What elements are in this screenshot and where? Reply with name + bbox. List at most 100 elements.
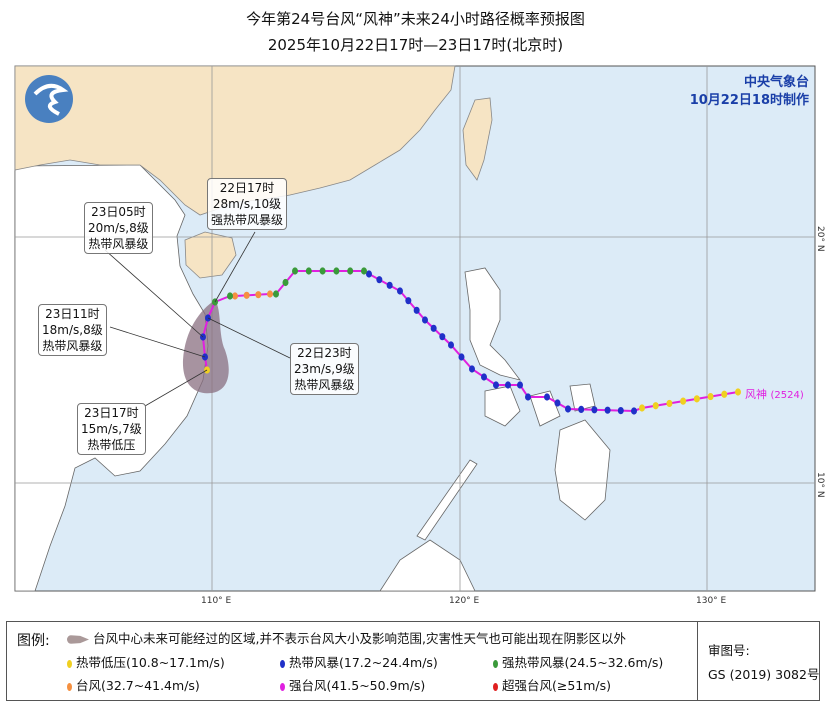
land-palawan [416, 459, 478, 541]
track-point-sts [227, 292, 233, 300]
land-luzon [464, 267, 521, 381]
track-point-td [707, 392, 714, 401]
callout-wind: 18m/s,8级 [42, 323, 103, 337]
track-point-td [652, 402, 659, 410]
track-point-ts [631, 407, 637, 415]
legend-sty: 强台风(41.5~50.9m/s) [280, 675, 425, 694]
ts-icon [280, 659, 285, 668]
track-point-sts [347, 267, 354, 275]
legend-sts: 强热带风暴(24.5~32.6m/s) [493, 652, 663, 671]
callout-level: 热带低压 [87, 438, 136, 452]
track-point-ts [505, 381, 511, 389]
track-point-ts [591, 406, 598, 414]
callout-time: 23日11时 [45, 307, 100, 321]
legend-text: 热带风暴(17.2~24.4m/s) [289, 655, 438, 670]
legend-td: 热带低压(10.8~17.1m/s) [67, 652, 225, 671]
callout-level: 热带风暴级 [88, 237, 149, 251]
lon-label-120: 120° E [449, 596, 480, 606]
callout-22-17: 22日17时 28m/s,10级 强热带风暴级 [207, 178, 288, 230]
callout-level: 强热带风暴级 [211, 213, 284, 227]
superty-icon [493, 682, 498, 691]
land-mindanao [554, 419, 611, 521]
review-number-box: 审图号: GS (2019) 3082号 [697, 622, 820, 700]
legend-title: 图例: [17, 633, 50, 649]
legend: 图例: 台风中心未来可能经过的区域,并不表示台风大小及影响范围,灾害性天气也可能… [6, 621, 820, 701]
track-point-ts [517, 381, 523, 389]
track-point-td [693, 395, 700, 403]
track-point-ts [430, 324, 437, 332]
title-line2: 2025年10月22日17时—23日17时(北京时) [267, 36, 564, 54]
track-point-sts [319, 267, 326, 275]
callout-23-11: 23日11时 18m/s,8级 热带风暴级 [38, 304, 107, 356]
lon-label-130: 130° E [696, 596, 727, 606]
land-hainan [184, 231, 237, 279]
track-point-ts [554, 399, 561, 407]
legend-ty: 台风(32.7~41.4m/s) [67, 675, 200, 694]
map-canvas: 风神 (2524) 110° E 120° E 130° E 20° N 10°… [14, 65, 825, 606]
probability-cone [182, 300, 229, 394]
legend-text: 强热带风暴(24.5~32.6m/s) [502, 655, 664, 670]
agency-name: 中央气象台 [743, 75, 809, 90]
track-point-ty [267, 290, 273, 298]
track-point-ts [366, 270, 372, 278]
legend-cone-text: 台风中心未来可能经过的区域,并不表示台风大小及影响范围,灾害性天气也可能出现在阴… [93, 631, 626, 646]
callout-pointers [104, 231, 291, 407]
legend-cone: 台风中心未来可能经过的区域,并不表示台风大小及影响范围,灾害性天气也可能出现在阴… [67, 628, 626, 647]
review-label: 审图号: [708, 643, 750, 658]
callout-wind: 23m/s,9级 [294, 362, 355, 376]
legend-text: 热带低压(10.8~17.1m/s) [76, 655, 225, 670]
callout-level: 热带风暴级 [294, 378, 355, 392]
track-point-ty [243, 291, 250, 299]
track-point-ts [469, 365, 475, 373]
land-borneo [379, 539, 476, 592]
track-point-sts [305, 267, 312, 275]
land-visayas [484, 383, 596, 427]
cma-logo [25, 75, 73, 123]
sts-icon [493, 659, 498, 668]
track-point-ty [232, 292, 238, 300]
track-point-ts [481, 373, 487, 381]
callout-level: 热带风暴级 [42, 339, 103, 353]
track-point-td [639, 404, 645, 412]
track-point-ts [422, 316, 428, 324]
land-taiwan [462, 97, 493, 181]
track-point-ts [525, 393, 531, 401]
issue-time: 10月22日18时制作 [689, 93, 809, 108]
lon-label-110: 110° E [201, 596, 232, 606]
track-point-ts [544, 393, 550, 401]
track-point-ts [617, 407, 624, 415]
land-indochina [14, 164, 209, 592]
track-point-ts [578, 405, 585, 413]
callout-time: 22日17时 [219, 181, 275, 195]
title-line1: 今年第24号台风“风神”未来24小时路径概率预报图 [246, 10, 585, 28]
legend-ts: 热带风暴(17.2~24.4m/s) [280, 652, 438, 671]
typhoon-name-label: 风神 (2524) [745, 387, 804, 401]
track-point-ts [493, 381, 499, 389]
track-point-ts [413, 306, 420, 314]
legend-superty: 超强台风(≥51m/s) [493, 675, 611, 694]
callout-wind: 15m/s,7级 [81, 422, 142, 436]
track-point-ts [205, 314, 211, 322]
track-point-ts [397, 287, 403, 295]
track-point-sts [282, 278, 289, 287]
lat-label-20: 20° N [815, 226, 825, 252]
agency-block: 中央气象台 10月22日18时制作 [690, 74, 809, 110]
track-point-ts [405, 297, 412, 305]
legend-text: 超强台风(≥51m/s) [502, 678, 612, 693]
callout-wind: 28m/s,10级 [212, 197, 282, 211]
review-number: GS (2019) 3082号 [708, 667, 820, 682]
axis-labels: 110° E 120° E 130° E 20° N 10° N [201, 226, 825, 606]
track-point-ts [448, 341, 454, 349]
cone-icon [67, 635, 89, 644]
lat-label-10: 10° N [815, 472, 825, 498]
ty-icon [67, 682, 72, 691]
track-point-td [735, 388, 741, 396]
track-point-ts [565, 405, 571, 413]
typhoon-track [200, 267, 741, 415]
callout-time: 23日17时 [84, 406, 139, 420]
legend-text: 台风(32.7~41.4m/s) [76, 678, 200, 693]
callout-22-23: 22日23时 23m/s,9级 热带风暴级 [290, 343, 359, 395]
sty-icon [280, 682, 285, 691]
legend-text: 强台风(41.5~50.9m/s) [289, 678, 426, 693]
